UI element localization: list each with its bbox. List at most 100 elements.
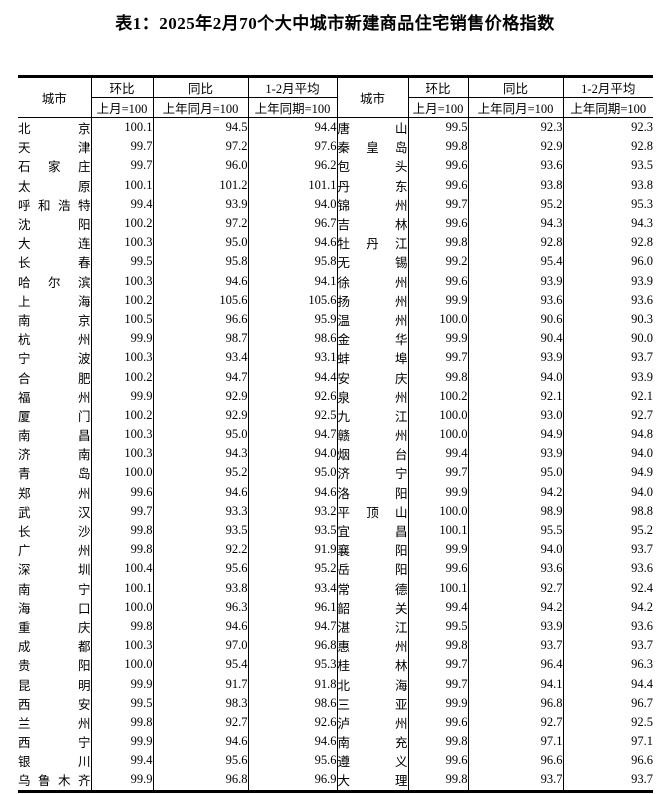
right-city-name: 韶关 [337,601,408,616]
right-avg-value: 94.0 [562,482,653,502]
left-mom-value: 100.3 [90,348,153,368]
left-yoy-value: 94.6 [152,271,248,291]
right-yoy-value: 92.7 [467,712,563,732]
right-city-cell: 洛阳 [336,482,408,502]
left-yoy-value: 92.9 [152,405,248,425]
right-yoy-value: 94.0 [467,367,563,387]
left-mom-value: 100.0 [90,597,153,617]
left-yoy-value: 92.2 [152,540,248,560]
table-row: 上海 100.2 105.6 105.6 扬州 99.9 93.6 93.6 [18,290,653,310]
left-avg-value: 98.6 [247,693,337,713]
left-city-cell: 郑州 [18,483,91,502]
header-yoy-left: 同比 [152,76,248,98]
left-city-name: 太原 [18,179,91,194]
left-yoy-value: 101.2 [152,175,248,195]
left-city-cell: 南宁 [18,579,91,598]
right-city-cell: 秦皇岛 [336,137,408,157]
right-avg-value: 93.6 [562,290,653,310]
left-mom-value: 99.7 [90,501,153,521]
right-mom-value: 99.6 [407,156,468,176]
table-row: 重庆 99.8 94.6 94.7 湛江 99.5 93.9 93.6 [18,616,653,637]
header-avg-left: 1-2月平均 [247,76,337,98]
left-avg-value: 94.6 [247,233,337,253]
right-yoy-value: 98.9 [467,501,563,521]
table-row: 贵阳 100.0 95.4 95.3 桂林 99.7 96.4 96.3 [18,655,653,675]
left-city-cell: 昆明 [18,674,91,693]
right-yoy-value: 93.6 [467,290,563,310]
right-mom-value: 99.9 [407,540,468,560]
right-city-cell: 赣州 [336,425,408,445]
right-city-name: 锦州 [337,198,408,213]
right-city-name: 泸州 [337,716,408,731]
left-yoy-value: 94.6 [152,616,248,637]
right-city-cell: 泸州 [336,712,408,732]
left-city-name: 济南 [18,448,91,463]
left-city-cell: 长春 [18,252,91,271]
table-row: 南宁 100.1 93.8 93.4 常德 100.1 92.7 92.4 [18,578,653,598]
right-mom-value: 99.9 [407,482,468,502]
left-yoy-value: 96.3 [152,597,248,617]
left-yoy-value: 98.7 [152,329,248,349]
left-city-cell: 乌鲁木齐 [18,770,91,791]
left-city-name: 南昌 [18,429,91,444]
left-city-name: 杭州 [18,333,91,348]
left-mom-value: 100.5 [90,309,153,330]
right-avg-value: 94.3 [562,213,653,234]
left-avg-value: 96.8 [247,636,337,656]
left-avg-value: 94.6 [247,482,337,502]
right-city-name: 襄阳 [337,544,408,559]
right-city-cell: 九江 [336,405,408,425]
right-mom-value: 99.8 [407,233,468,253]
table-row: 武汉 99.7 93.3 93.2 平顶山 100.0 98.9 98.8 [18,501,653,521]
right-city-name: 惠州 [337,640,408,655]
left-avg-value: 93.1 [247,348,337,368]
right-avg-value: 93.5 [562,156,653,176]
right-city-name: 岳阳 [337,563,408,578]
right-city-cell: 韶关 [336,597,408,617]
right-mom-value: 99.6 [407,559,468,579]
left-avg-value: 95.8 [247,252,337,272]
right-yoy-value: 93.8 [467,175,563,195]
right-yoy-value: 94.1 [467,674,563,694]
header-mom-right: 环比 [407,76,468,98]
table-row: 郑州 99.6 94.6 94.6 洛阳 99.9 94.2 94.0 [18,482,653,502]
right-city-name: 吉林 [337,218,408,233]
right-city-cell: 湛江 [336,616,408,637]
left-city-cell: 南昌 [18,425,91,444]
left-city-name: 深圳 [18,563,91,578]
right-avg-value: 92.8 [562,137,653,157]
right-city-name: 洛阳 [337,486,408,501]
left-city-name: 海口 [18,601,91,616]
right-avg-value: 93.7 [562,636,653,656]
right-avg-value: 94.9 [562,463,653,483]
right-avg-value: 92.4 [562,578,653,598]
right-mom-value: 99.7 [407,674,468,694]
right-city-cell: 宜昌 [336,520,408,541]
left-avg-value: 94.7 [247,425,337,445]
right-avg-value: 94.2 [562,597,653,617]
left-city-cell: 长沙 [18,521,91,540]
left-yoy-value: 92.9 [152,386,248,406]
left-mom-value: 100.3 [90,636,153,656]
right-avg-value: 97.1 [562,732,653,752]
right-avg-value: 92.3 [562,117,653,138]
right-city-cell: 平顶山 [336,501,408,521]
right-yoy-value: 97.1 [467,732,563,752]
left-mom-value: 100.2 [90,290,153,310]
right-yoy-value: 95.2 [467,194,563,214]
left-city-cell: 兰州 [18,713,91,732]
table-row: 呼和浩特 99.4 93.9 94.0 锦州 99.7 95.2 95.3 [18,194,653,214]
right-yoy-value: 93.7 [467,636,563,656]
header-avg-right: 1-2月平均 [562,76,653,98]
left-city-name: 武汉 [18,505,91,520]
left-yoy-value: 94.7 [152,367,248,387]
table-row: 长沙 99.8 93.5 93.5 宜昌 100.1 95.5 95.2 [18,520,653,541]
right-avg-value: 92.8 [562,233,653,253]
table-row: 银川 99.4 95.6 95.6 遵义 99.6 96.6 96.6 [18,751,653,771]
right-city-name: 泉州 [337,390,408,405]
right-city-cell: 锦州 [336,194,408,214]
right-yoy-value: 93.7 [467,770,563,792]
left-city-name: 合肥 [18,371,91,386]
left-mom-value: 99.8 [90,540,153,560]
left-avg-value: 93.5 [247,520,337,541]
